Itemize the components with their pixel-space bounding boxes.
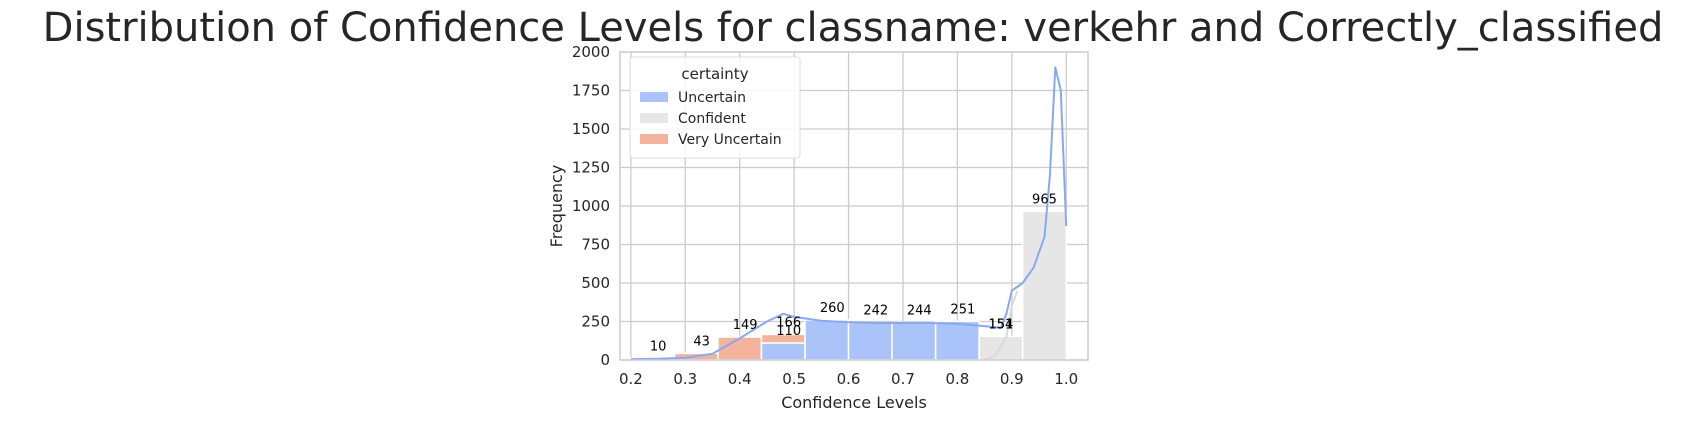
legend-swatch	[640, 134, 668, 144]
y-tick-label: 1500	[572, 120, 610, 138]
histogram-bar	[717, 336, 763, 361]
legend-box	[629, 56, 801, 159]
legend-label: Confident	[678, 111, 746, 127]
x-tick-label: 0.5	[782, 370, 806, 388]
data-label: 154	[989, 317, 1014, 332]
legend-title: certainty	[681, 65, 748, 83]
histogram-bar	[847, 321, 893, 361]
x-tick-labels: 0.2 0.3 0.4 0.5 0.6 0.7 0.8 0.9 1.0	[619, 370, 1078, 388]
data-label: 166	[776, 315, 801, 330]
data-label: 260	[820, 301, 845, 316]
legend-entries: Uncertain Confident Very Uncertain	[640, 90, 782, 148]
plot-frame	[619, 51, 1089, 361]
y-tick-labels: 0 250 500 750 1000 1250 1500 1750 2000	[572, 43, 610, 369]
histogram-bar	[934, 320, 980, 361]
data-label: 242	[863, 304, 888, 319]
data-label: 244	[907, 303, 932, 318]
kde-line	[630, 66, 1068, 361]
x-tick-label: 0.9	[1000, 370, 1024, 388]
chart-title: Distribution of Confidence Levels for cl…	[42, 5, 1664, 51]
x-tick-label: 0.7	[891, 370, 915, 388]
y-tick-label: 1750	[572, 82, 610, 100]
histogram-bar	[760, 342, 806, 361]
histogram-bar	[804, 319, 850, 361]
x-tick-label: 0.6	[837, 370, 861, 388]
data-label: 965	[1032, 192, 1057, 207]
data-label: 149	[733, 318, 758, 333]
data-label: 110	[776, 324, 801, 339]
x-axis-label: Confidence Levels	[781, 393, 927, 412]
y-tick-label: 1000	[572, 197, 610, 215]
x-tick-label: 0.3	[673, 370, 697, 388]
x-tick-label: 0.2	[619, 370, 643, 388]
kde-curves	[630, 66, 1068, 361]
y-tick-label: 750	[581, 236, 610, 254]
y-tick-label: 0	[600, 351, 610, 369]
x-tick-label: 0.4	[728, 370, 752, 388]
legend: certainty Uncertain Confident Very Uncerta…	[629, 56, 801, 159]
legend-label: Very Uncertain	[678, 132, 782, 148]
legend-swatch	[640, 92, 668, 102]
data-label: 151	[989, 318, 1014, 333]
kde-line	[984, 290, 1019, 361]
histogram-bar	[891, 321, 937, 361]
x-tick-label: 1.0	[1054, 370, 1078, 388]
data-label: 251	[950, 302, 975, 317]
y-tick-label: 500	[581, 274, 610, 292]
y-tick-label: 2000	[572, 43, 610, 61]
y-axis-label: Frequency	[547, 165, 566, 248]
data-label: 43	[693, 334, 710, 349]
y-tick-label: 1250	[572, 159, 610, 177]
y-tick-label: 250	[581, 313, 610, 331]
data-label: 10	[650, 339, 667, 354]
x-tick-label: 0.8	[945, 370, 969, 388]
legend-label: Uncertain	[678, 90, 746, 106]
legend-swatch	[640, 113, 668, 123]
